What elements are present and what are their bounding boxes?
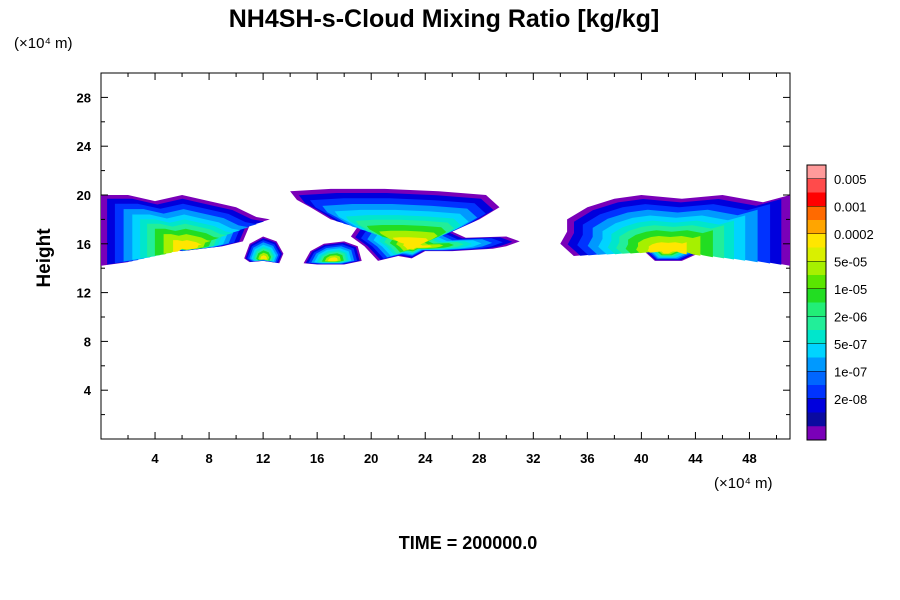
x-axis: 4 8 12 16 20 24 28 32 36 40 44 48 bbox=[127, 73, 777, 466]
colorbar-swatch bbox=[807, 220, 826, 235]
colorbar-swatch bbox=[807, 165, 826, 180]
contour-level-9 bbox=[327, 257, 338, 262]
colorbar-swatch bbox=[807, 288, 826, 303]
colorbar-swatch bbox=[807, 178, 826, 193]
colorbar-swatch bbox=[807, 247, 826, 262]
x-tick-label: 12 bbox=[256, 451, 270, 466]
colorbar-label: 2e-08 bbox=[834, 392, 867, 407]
colorbar-swatch bbox=[807, 316, 826, 331]
colorbar-swatch bbox=[807, 412, 826, 427]
x-tick-label: 32 bbox=[526, 451, 540, 466]
cloud-region-blob-12 bbox=[244, 236, 284, 264]
colorbar-label: 5e-07 bbox=[834, 337, 867, 352]
y-axis: 4 8 12 16 20 24 28 bbox=[77, 90, 790, 416]
contour-level-9 bbox=[392, 237, 432, 250]
colorbar-swatch bbox=[807, 275, 826, 290]
cloud-region-right-cloud bbox=[560, 195, 790, 266]
x-tick-label: 8 bbox=[205, 451, 212, 466]
colorbar-swatch bbox=[807, 206, 826, 221]
y-tick-label: 4 bbox=[84, 383, 92, 398]
colorbar-swatch bbox=[807, 385, 826, 400]
x-tick-label: 24 bbox=[418, 451, 433, 466]
x-tick-label: 4 bbox=[151, 451, 159, 466]
colorbar-frame bbox=[806, 164, 827, 441]
cloud-field bbox=[101, 188, 790, 266]
y-tick-label: 28 bbox=[77, 90, 91, 105]
colorbar-swatch bbox=[807, 233, 826, 248]
colorbar-swatch bbox=[807, 371, 826, 386]
x-tick-label: 28 bbox=[472, 451, 486, 466]
time-label: TIME = 200000.0 bbox=[399, 533, 538, 553]
y-tick-label: 16 bbox=[77, 237, 91, 252]
cloud-region-central-anvil bbox=[290, 188, 520, 261]
colorbar-swatch bbox=[807, 426, 826, 441]
y-tick-label: 8 bbox=[84, 334, 91, 349]
colorbar-swatch bbox=[807, 398, 826, 413]
y-unit-label: (×10⁴ m) bbox=[14, 35, 73, 52]
colorbar-swatch bbox=[807, 343, 826, 358]
y-tick-label: 20 bbox=[77, 188, 91, 203]
contour-level-9 bbox=[173, 240, 202, 253]
contour-level-9 bbox=[647, 242, 687, 255]
y-axis-label: Height bbox=[34, 228, 55, 288]
colorbar-label: 2e-06 bbox=[834, 309, 867, 324]
colorbar-swatch bbox=[807, 261, 826, 276]
x-tick-label: 48 bbox=[742, 451, 756, 466]
colorbar-label: 5e-05 bbox=[834, 254, 867, 269]
x-tick-label: 36 bbox=[580, 451, 594, 466]
contour-level-9 bbox=[260, 255, 267, 260]
x-tick-label: 40 bbox=[634, 451, 648, 466]
x-unit-label: (×10⁴ m) bbox=[714, 475, 773, 492]
x-tick-label: 16 bbox=[310, 451, 324, 466]
colorbar-swatch bbox=[807, 192, 826, 207]
y-tick-label: 12 bbox=[77, 286, 91, 301]
colorbar-swatch bbox=[807, 357, 826, 372]
chart-title: NH4SH-s-Cloud Mixing Ratio [kg/kg] bbox=[229, 5, 660, 33]
colorbar-label: 1e-05 bbox=[834, 282, 867, 297]
colorbar-swatch bbox=[807, 302, 826, 317]
colorbar-label: 1e-07 bbox=[834, 364, 867, 379]
colorbar-label: 0.005 bbox=[834, 172, 867, 187]
cloud-region-left-edge-cloud bbox=[101, 195, 270, 266]
x-tick-label: 20 bbox=[364, 451, 378, 466]
x-tick-label: 44 bbox=[688, 451, 703, 466]
colorbar-label: 0.001 bbox=[834, 199, 867, 214]
colorbar: 0.005 0.001 0.0002 5e-05 1e-05 2e-06 5e-07 1e-0… bbox=[806, 164, 874, 441]
colorbar-swatch bbox=[807, 330, 826, 345]
colorbar-label: 0.0002 bbox=[834, 227, 874, 242]
y-tick-label: 24 bbox=[77, 139, 92, 154]
cloud-region-blob-16 bbox=[303, 241, 362, 265]
